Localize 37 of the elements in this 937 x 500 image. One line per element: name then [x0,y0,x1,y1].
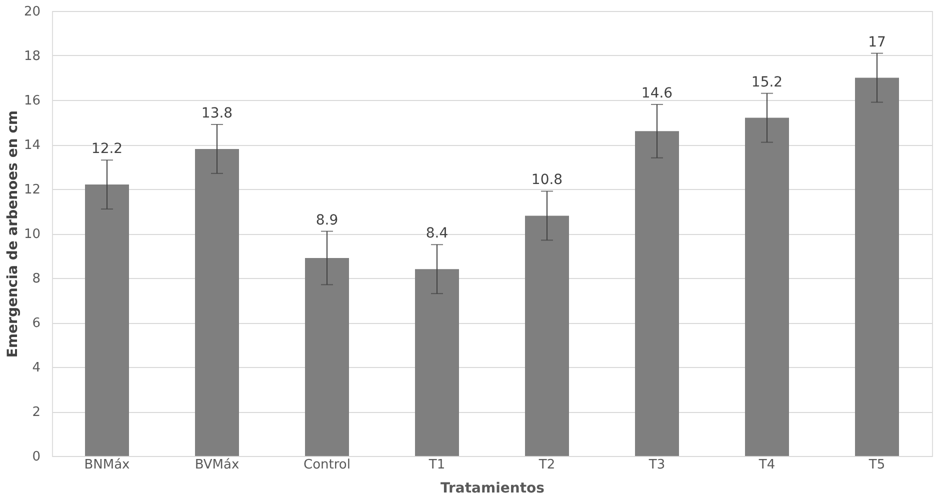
bar [635,131,679,456]
y-axis-title: Emergencia de arbenoes en cm [4,110,21,358]
x-tick-label: Control [304,458,350,472]
x-axis-title: Tratamientos [440,480,544,496]
bar [855,78,899,456]
data-label: 17 [868,34,886,50]
y-tick-label: 4 [32,360,40,376]
data-label: 15.2 [751,74,783,90]
y-tick-label: 0 [32,450,40,464]
data-label: 14.6 [641,85,673,102]
data-label: 13.8 [201,105,233,122]
data-label: 12.2 [91,141,123,158]
y-tick-label: 2 [32,405,40,420]
bar [85,184,129,456]
data-label: 8.9 [316,212,338,228]
x-tick-label: T1 [428,458,446,472]
y-tick-label: 20 [24,4,40,20]
y-tick-label: 14 [24,138,40,153]
x-tick-label: BNMáx [84,458,130,472]
y-tick-label: 6 [32,316,40,331]
bar [415,269,459,456]
data-label: 10.8 [531,172,563,188]
y-tick-label: 12 [24,182,40,198]
y-tick-label: 8 [32,272,40,286]
data-label: 8.4 [426,226,448,242]
x-tick-label: T2 [538,458,556,472]
bar [745,118,789,456]
y-tick-label: 10 [24,227,40,242]
x-tick-label: T5 [868,458,886,472]
bar [195,148,239,456]
x-tick-label: T4 [758,458,776,472]
bar [305,258,349,456]
bar [525,216,569,456]
y-tick-label: 16 [24,94,40,108]
y-tick-label: 18 [24,49,40,64]
x-tick-label: BVMáx [194,458,240,472]
x-tick-label: T3 [648,458,666,472]
